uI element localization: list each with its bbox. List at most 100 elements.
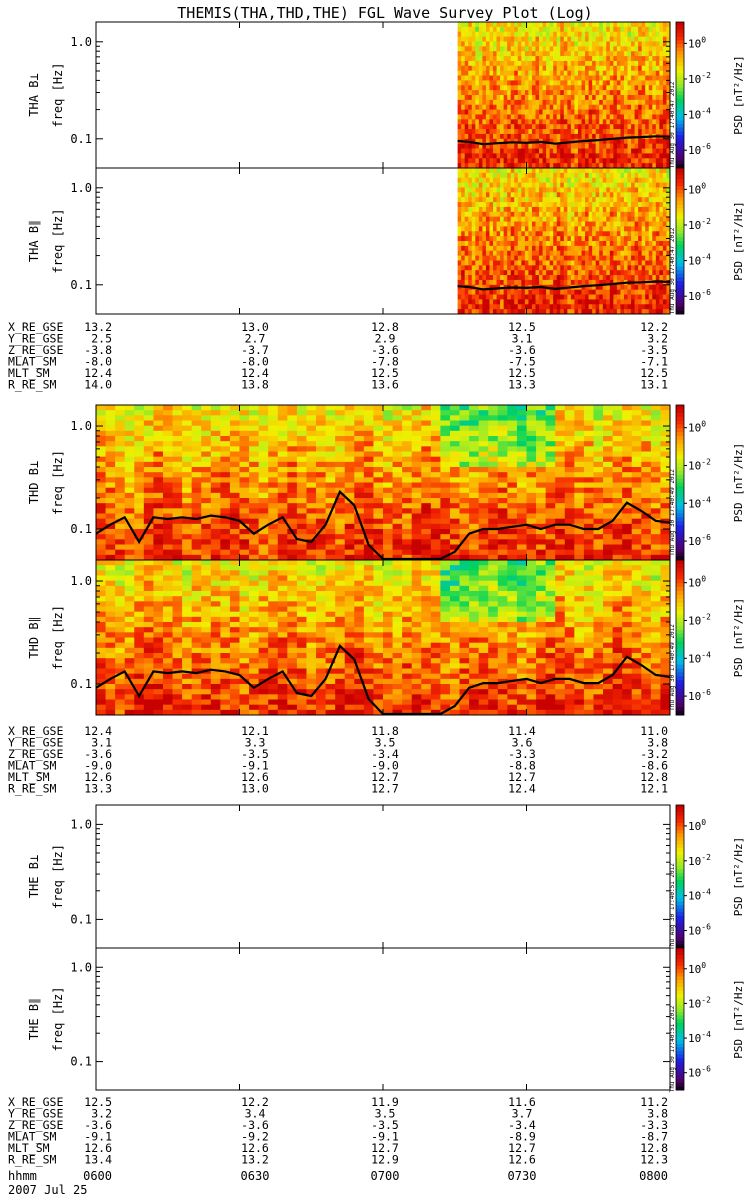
heatmap-cell <box>585 289 589 295</box>
heatmap-cell <box>581 284 586 291</box>
heatmap-cell <box>449 498 460 504</box>
heatmap-cell <box>560 187 565 193</box>
heatmap-cell <box>201 451 212 458</box>
heatmap-cell <box>599 99 604 106</box>
heatmap-cell <box>134 482 145 489</box>
heatmap-cell <box>574 250 579 256</box>
heatmap-cell <box>581 241 586 247</box>
heatmap-cell <box>115 436 126 442</box>
heatmap-cell <box>577 109 582 115</box>
heatmap-cell <box>570 299 575 305</box>
heatmap-cell <box>602 206 607 213</box>
heatmap-cell <box>402 508 413 514</box>
heatmap-cell <box>363 523 374 530</box>
heatmap-cell <box>595 138 600 145</box>
heatmap-cell <box>602 270 607 276</box>
heatmap-cell <box>210 554 221 561</box>
heatmap-cell <box>648 241 653 247</box>
heatmap-cell <box>496 36 501 42</box>
heatmap-cell <box>595 236 600 242</box>
heatmap-cell <box>623 104 628 110</box>
heatmap-cell <box>162 482 173 489</box>
heatmap-cell <box>662 245 667 252</box>
heatmap-cell <box>373 415 384 421</box>
heatmap-cell <box>546 294 551 300</box>
heatmap-cell <box>134 529 145 535</box>
heatmap-cell <box>493 31 497 37</box>
heatmap-cell <box>546 260 551 266</box>
heatmap-cell <box>655 241 660 247</box>
heatmap-cell <box>546 241 551 247</box>
heatmap-cell <box>616 211 621 218</box>
heatmap-cell <box>471 148 476 154</box>
heatmap-cell <box>581 192 586 198</box>
heatmap-cell <box>641 182 646 188</box>
heatmap-cell <box>620 99 625 106</box>
heatmap-cell <box>503 163 508 169</box>
heatmap-cell <box>471 236 476 242</box>
heatmap-cell <box>115 498 126 504</box>
heatmap-cell <box>482 46 487 52</box>
heatmap-cell <box>457 99 462 106</box>
heatmap-cell <box>528 226 533 232</box>
heatmap-cell <box>457 241 462 247</box>
heatmap-cell <box>631 236 635 242</box>
heatmap-cell <box>449 482 460 489</box>
heatmap-cell <box>574 109 579 115</box>
heatmap-cell <box>588 124 593 130</box>
heatmap-cell <box>645 168 650 174</box>
heatmap-cell <box>507 65 512 72</box>
heatmap-cell <box>595 46 600 52</box>
heatmap-cell <box>588 60 593 67</box>
heatmap-cell <box>638 265 643 271</box>
heatmap-cell <box>631 270 635 276</box>
heatmap-cell <box>373 503 384 509</box>
heatmap-cell <box>634 99 639 106</box>
heatmap-cell <box>577 241 582 247</box>
heatmap-cell <box>602 80 607 86</box>
heatmap-cell <box>503 265 508 271</box>
heatmap-cell <box>588 216 593 222</box>
heatmap-cell <box>478 441 489 447</box>
heatmap-cell <box>521 109 526 115</box>
heatmap-cell <box>296 446 307 452</box>
heatmap-cell <box>485 221 490 227</box>
heatmap-cell <box>652 70 657 76</box>
heatmap-cell <box>599 158 604 164</box>
heatmap-cell <box>613 192 618 198</box>
heatmap-cell <box>648 206 653 213</box>
heatmap-cell <box>475 99 480 106</box>
heatmap-cell <box>461 124 466 130</box>
heatmap-cell <box>620 158 625 164</box>
heatmap-cell <box>503 192 508 198</box>
heatmap-cell <box>638 226 643 232</box>
heatmap-cell <box>581 197 586 203</box>
heatmap-cell <box>655 177 660 183</box>
heatmap-cell <box>153 461 164 468</box>
heatmap-cell <box>392 410 403 416</box>
heatmap-cell <box>461 148 466 154</box>
heatmap-cell <box>153 544 164 551</box>
heatmap-cell <box>553 236 558 242</box>
heatmap-cell <box>613 51 618 57</box>
heatmap-cell <box>392 534 403 540</box>
heatmap-cell <box>500 124 505 130</box>
heatmap-cell <box>478 487 489 494</box>
heatmap-cell <box>662 202 667 208</box>
heatmap-cell <box>182 549 193 556</box>
heatmap-cell <box>563 114 568 120</box>
heatmap-cell <box>592 187 597 193</box>
heatmap-cell <box>585 51 589 57</box>
heatmap-cell <box>496 129 501 135</box>
heatmap-cell <box>115 467 126 473</box>
heatmap-cell <box>306 451 317 458</box>
heatmap-cell <box>585 255 589 261</box>
heatmap-cell <box>581 187 586 193</box>
heatmap-cell <box>354 554 365 561</box>
heatmap-cell <box>510 177 515 183</box>
heatmap-cell <box>411 534 422 540</box>
heatmap-cell <box>239 492 250 499</box>
heatmap-cell <box>539 255 543 261</box>
heatmap-cell <box>595 99 600 106</box>
